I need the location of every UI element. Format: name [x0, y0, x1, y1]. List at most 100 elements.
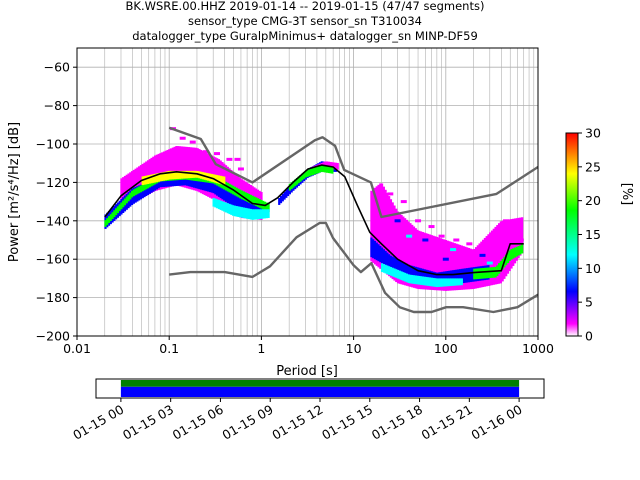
- density-cell-column: [460, 268, 463, 284]
- density-cell: [234, 157, 241, 161]
- density-cell-column: [450, 241, 453, 291]
- density-cell-column: [395, 208, 398, 283]
- density-cell-column: [430, 271, 433, 285]
- density-cell-column: [212, 178, 215, 194]
- density-cell-column: [331, 166, 334, 174]
- density-cell-column: [322, 165, 325, 173]
- density-cell-column: [453, 269, 456, 284]
- density-cell-column: [193, 170, 196, 178]
- density-cell-column: [412, 226, 416, 288]
- density-cell-column: [425, 276, 428, 286]
- x-tick-label: 1000: [522, 341, 554, 356]
- timeline-coverage-bar: [120, 386, 520, 397]
- density-cell-column: [230, 187, 233, 206]
- density-cell-column: [458, 278, 462, 286]
- density-cell-column: [395, 269, 398, 278]
- density-cell-column: [253, 209, 256, 220]
- density-cell-column: [423, 269, 426, 283]
- density-cell-column: [196, 148, 199, 192]
- density-cell-column: [154, 178, 157, 191]
- density-cell-column: [457, 278, 460, 286]
- density-cell-column: [200, 176, 203, 190]
- density-heatmap: [104, 127, 524, 291]
- density-cell-column: [189, 170, 192, 179]
- density-cell-column: [451, 270, 455, 284]
- density-cell-column: [478, 268, 481, 279]
- density-cell-column: [389, 199, 393, 278]
- density-cell-column: [425, 269, 428, 283]
- density-cell-column: [510, 249, 513, 260]
- density-cell-column: [380, 263, 384, 272]
- density-cell-column: [455, 269, 458, 284]
- density-cell-column: [443, 271, 446, 285]
- density-cell-column: [458, 244, 462, 290]
- density-cell: [422, 238, 429, 242]
- density-cell-column: [214, 179, 217, 195]
- density-cell-column: [384, 250, 387, 266]
- density-cell-column: [460, 278, 463, 286]
- density-cell-column: [395, 258, 398, 272]
- density-cell-column: [106, 218, 109, 225]
- density-cell: [237, 167, 244, 171]
- density-cell-column: [244, 192, 247, 201]
- density-cell-column: [246, 208, 249, 219]
- density-cell-column: [221, 201, 224, 211]
- density-cell-column: [177, 146, 180, 186]
- density-cell-column: [292, 180, 295, 188]
- density-cell-column: [235, 189, 238, 210]
- density-cell-column: [187, 147, 190, 189]
- plot-frame: [76, 47, 539, 337]
- density-cell-column: [182, 170, 185, 179]
- density-cell-column: [184, 170, 187, 179]
- density-cell: [517, 238, 524, 242]
- density-cell-column: [157, 153, 160, 191]
- density-cell-column: [162, 151, 166, 189]
- density-cell-column: [228, 203, 231, 215]
- density-cell-column: [435, 278, 439, 288]
- density-cell-column: [505, 219, 508, 277]
- density-cell-column: [487, 267, 490, 279]
- density-cell-column: [373, 240, 377, 260]
- x-tick-label: 10: [346, 341, 362, 356]
- density-cell-column: [232, 188, 235, 207]
- density-cell-column: [198, 149, 201, 193]
- density-cell-column: [384, 189, 387, 274]
- density-cell-column: [398, 270, 401, 280]
- density-cell-column: [391, 202, 394, 280]
- density-cell-column: [482, 267, 485, 279]
- density-cell-column: [427, 277, 430, 286]
- density-cell-column: [258, 202, 261, 216]
- density-cell-column: [247, 196, 251, 214]
- density-cell-column: [162, 171, 166, 181]
- density-cell-column: [489, 232, 492, 286]
- density-cell-column: [169, 148, 173, 187]
- density-cell-column: [384, 264, 387, 274]
- y-tick-label: −160: [36, 252, 70, 267]
- density-cell-column: [333, 162, 336, 170]
- x-tick-label: 1: [257, 341, 265, 356]
- density-cell-column: [185, 170, 189, 179]
- density-cell-column: [444, 240, 447, 291]
- density-cell-column: [391, 267, 394, 277]
- density-cell-column: [182, 146, 185, 188]
- density-cell-column: [457, 244, 460, 291]
- density-cell-column: [453, 243, 456, 291]
- density-cell-column: [178, 146, 182, 187]
- density-cell-column: [407, 274, 410, 284]
- density-cell-column: [214, 198, 217, 208]
- density-cell-column: [513, 247, 517, 258]
- density-cell-column: [295, 177, 299, 185]
- density-cell-column: [255, 209, 258, 220]
- density-cell-column: [242, 193, 245, 213]
- density-cell-column: [166, 171, 169, 180]
- density-cell-column: [388, 266, 391, 275]
- density-cell-column: [240, 190, 244, 200]
- density-cell-column: [251, 198, 254, 215]
- density-cell: [202, 150, 209, 154]
- density-cell-column: [428, 270, 432, 284]
- density-cell-column: [255, 200, 258, 216]
- density-cell-column: [216, 180, 219, 196]
